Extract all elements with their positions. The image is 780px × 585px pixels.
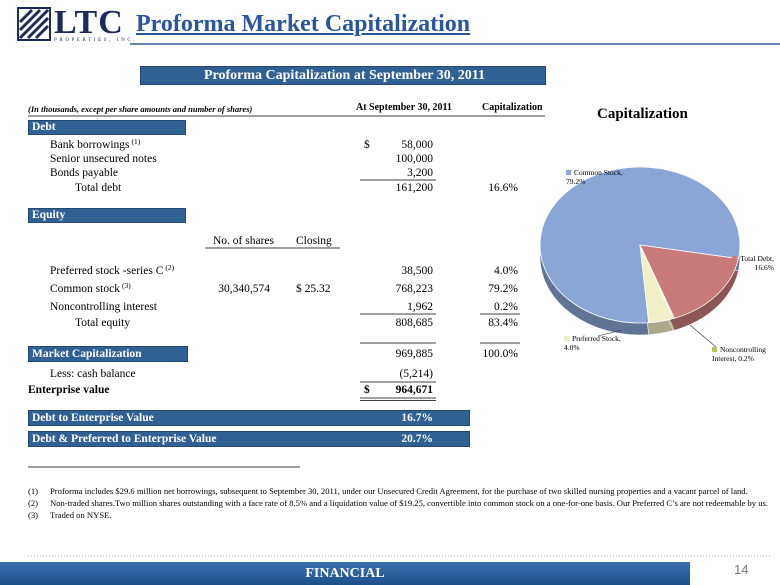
ratio-value: 16.7% (401, 412, 433, 424)
footnote-ref: (2) (165, 263, 175, 272)
footnote-ref: (1) (131, 137, 141, 146)
slice (639, 244, 739, 319)
row-label: Common stock (3) (50, 281, 131, 296)
column-header: At September 30, 2011 (356, 102, 452, 113)
percent: 16.6% (488, 182, 518, 194)
row-label: Total debt (75, 182, 122, 194)
row-label: Bank borrowings (50, 139, 130, 151)
section-heading: Market Capitalization (28, 346, 188, 362)
dollar-sign: $ (364, 139, 370, 151)
logo-stripes (18, 8, 50, 40)
amount: 969,885 (395, 348, 433, 360)
amount: 1,962 (407, 301, 433, 313)
footnote-marker: (1) (28, 486, 39, 496)
amount: (5,214) (399, 368, 433, 380)
shares: 30,340,574 (218, 283, 270, 295)
legend-swatch (564, 336, 569, 341)
footer-section: FINANCIAL (305, 566, 385, 581)
slice (639, 244, 674, 324)
table-title: Proforma Capitalization at September 30,… (140, 66, 546, 85)
ratio-bar: Debt to Enterprise Value (28, 410, 470, 426)
footnote-marker: (3) (28, 510, 39, 520)
ratio-label: Debt & Preferred to Enterprise Value (32, 433, 217, 445)
percent: 79.2% (488, 283, 518, 295)
percent: 0.2% (494, 301, 518, 313)
percent: 83.4% (488, 317, 518, 329)
legend-swatch (566, 170, 571, 175)
pie-chart (539, 166, 741, 348)
section-heading: Equity (28, 208, 186, 223)
row-label: Enterprise value (28, 384, 110, 396)
row-label: Preferred stock -series C (2) (50, 263, 175, 278)
row-label: Bonds payable (50, 167, 119, 179)
footer-bar (0, 562, 690, 585)
legend-swatch (732, 256, 738, 261)
row-label: Bank borrowings (1) (50, 137, 141, 152)
logo-sub: PROPERTIES, INC. (54, 38, 138, 43)
slice-label-text: Noncontrolling Interest, 0.2% (712, 345, 766, 363)
column-header: Capitalization (482, 102, 543, 113)
section-heading: Debt (28, 120, 186, 135)
ratio-value: 20.7% (401, 433, 433, 445)
slice-label-text: Common Stock, 79.2% (566, 168, 623, 186)
slice-label-text: Preferred Stock, 4.0% (564, 334, 621, 352)
column-header: Closing (296, 235, 332, 247)
slice-label: Preferred Stock, 4.0% (564, 334, 626, 352)
leader-line (597, 329, 623, 337)
amount: 964,671 (395, 384, 433, 396)
row-label: Noncontrolling interest (50, 301, 157, 313)
footnote-marker: (2) (28, 498, 39, 508)
footnote-ref: (3) (121, 281, 131, 290)
amount: 58,000 (401, 139, 433, 151)
page-title: Proforma Market Capitalization (136, 11, 471, 37)
chart-title: Capitalization (597, 106, 688, 122)
slice-label: Common Stock, 79.2% (566, 168, 628, 186)
leader-line (689, 324, 717, 348)
ratio-label: Debt to Enterprise Value (32, 412, 154, 424)
footnote-text: Proforma includes $29.6 million net borr… (50, 486, 748, 496)
amount: 3,200 (407, 167, 433, 179)
amount: 38,500 (401, 265, 433, 277)
row-label: Less: cash balance (50, 368, 136, 380)
footnote-text: Traded on NYSE. (50, 510, 112, 520)
amount: 161,200 (395, 182, 433, 194)
row-label: Preferred stock -series C (50, 265, 164, 277)
amount: 808,685 (395, 317, 433, 329)
amount: 100,000 (395, 153, 433, 165)
ratio-bar: Debt & Preferred to Enterprise Value (28, 431, 470, 447)
percent: 4.0% (494, 265, 518, 277)
slice-label: Total Debt, 16.6% (712, 254, 774, 272)
row-label: Senior unsecured notes (50, 153, 157, 165)
column-header: No. of shares (213, 235, 274, 247)
slice-label: Noncontrolling Interest, 0.2% (712, 345, 774, 363)
legend-swatch (712, 347, 717, 352)
logo-name: LTC (54, 4, 124, 41)
footnote-text: Non-traded shares.Two million shares out… (50, 498, 769, 508)
dollar-sign: $ (364, 384, 370, 396)
row-label: Total equity (75, 317, 131, 329)
closing-price: $ 25.32 (296, 283, 331, 295)
slice-label-text: Total Debt, 16.6% (740, 254, 774, 272)
table-note: (In thousands, except per share amounts … (28, 104, 253, 114)
percent: 100.0% (482, 348, 518, 360)
row-label: Common stock (50, 283, 120, 295)
amount: 768,223 (395, 283, 433, 295)
page-number: 14 (734, 562, 749, 577)
